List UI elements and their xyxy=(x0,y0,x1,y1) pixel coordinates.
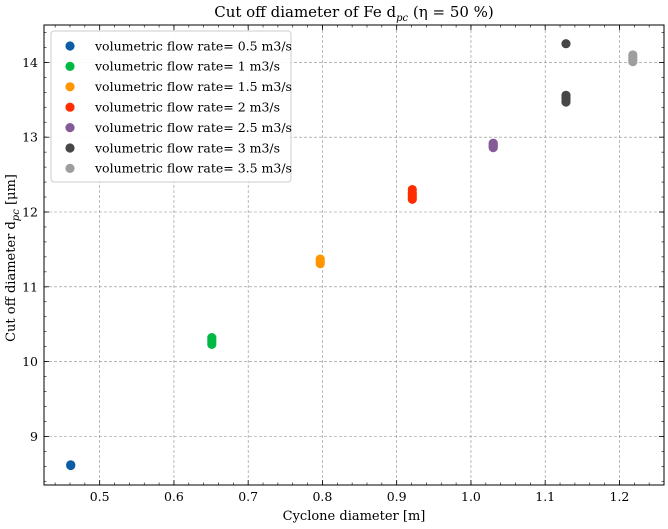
legend-item: volumetric flow rate= 2.5 m3/s xyxy=(65,120,292,135)
y-tick-labels: 9 10 11 12 13 14 xyxy=(22,55,38,444)
legend-item: volumetric flow rate= 0.5 m3/s xyxy=(65,38,292,53)
y-tick-label: 11 xyxy=(22,279,38,294)
x-tick-label: 0.8 xyxy=(312,489,332,504)
data-point xyxy=(561,39,571,49)
x-tick-label: 0.5 xyxy=(90,489,110,504)
x-tick-label: 0.9 xyxy=(387,489,407,504)
legend-marker xyxy=(65,163,75,173)
legend-item: volumetric flow rate= 1 m3/s xyxy=(65,59,280,74)
legend-item: volumetric flow rate= 2 m3/s xyxy=(65,100,280,115)
x-tick-label: 1.0 xyxy=(461,489,481,504)
chart-title: Cut off diameter of Fe dpc (η = 50 %) xyxy=(214,3,494,24)
x-tick-label: 0.7 xyxy=(238,489,258,504)
data-point xyxy=(488,138,498,148)
data-point xyxy=(407,184,417,195)
legend: volumetric flow rate= 0.5 m3/s volumetric… xyxy=(50,30,292,183)
x-tick-label: 1.2 xyxy=(610,489,630,504)
data-point xyxy=(561,90,571,100)
legend-label: volumetric flow rate= 0.5 m3/s xyxy=(94,38,292,53)
y-tick-label: 13 xyxy=(22,130,38,145)
legend-label: volumetric flow rate= 1 m3/s xyxy=(94,59,280,74)
y-axis-title-subscript: pc xyxy=(11,209,22,221)
axis-ticks xyxy=(44,25,665,485)
legend-label: volumetric flow rate= 2 m3/s xyxy=(94,100,280,115)
y-tick-label: 9 xyxy=(30,429,38,444)
data-point xyxy=(628,50,638,60)
legend-marker xyxy=(65,123,75,133)
chart-title-subscript: pc xyxy=(396,13,408,24)
y-axis-title: Cut off diameter dpc [μm] xyxy=(4,174,22,342)
legend-marker xyxy=(65,61,75,71)
data-point xyxy=(207,333,217,343)
legend-marker xyxy=(65,41,75,51)
x-axis-title: Cyclone diameter [m] xyxy=(283,509,426,524)
legend-label: volumetric flow rate= 3.5 m3/s xyxy=(94,161,292,176)
legend-label: volumetric flow rate= 1.5 m3/s xyxy=(94,79,292,94)
y-tick-label: 14 xyxy=(22,55,38,70)
legend-marker xyxy=(65,82,75,92)
legend-label: volumetric flow rate= 2.5 m3/s xyxy=(94,120,292,135)
x-tick-labels: 0.5 0.6 0.7 0.8 0.9 1.0 1.1 1.2 xyxy=(90,489,630,504)
legend-marker xyxy=(65,102,75,112)
y-tick-label: 10 xyxy=(22,354,38,369)
legend-item: volumetric flow rate= 3 m3/s xyxy=(65,140,280,155)
legend-item: volumetric flow rate= 1.5 m3/s xyxy=(65,79,292,94)
y-axis-title-rest: [μm] xyxy=(4,174,19,209)
x-tick-label: 0.6 xyxy=(164,489,184,504)
scatter-points xyxy=(66,39,638,471)
y-tick-label: 12 xyxy=(22,204,38,219)
legend-label: volumetric flow rate= 3 m3/s xyxy=(94,140,280,155)
chart-title-rest: (η = 50 %) xyxy=(408,3,494,21)
data-point xyxy=(66,460,76,470)
x-tick-label: 1.1 xyxy=(535,489,555,504)
legend-marker xyxy=(65,143,75,153)
plot-frame xyxy=(43,24,665,486)
legend-item: volumetric flow rate= 3.5 m3/s xyxy=(65,161,292,176)
data-point xyxy=(315,254,325,264)
legend-box xyxy=(50,30,292,183)
